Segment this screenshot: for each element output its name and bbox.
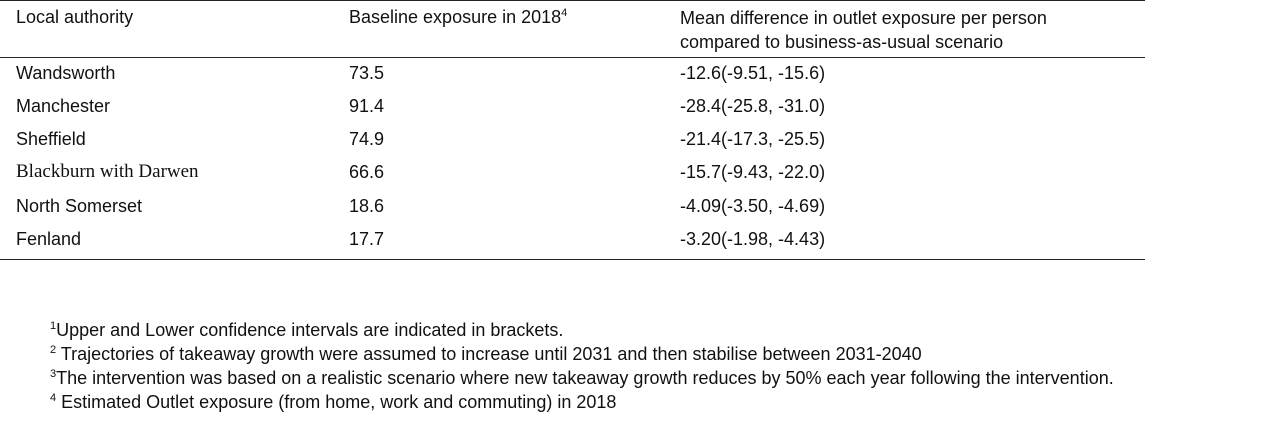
header-baseline-exposure: Baseline exposure in 20184	[349, 6, 567, 28]
footnote-4: 4 Estimated Outlet exposure (from home, …	[50, 390, 1275, 414]
row-north-somerset-difference: -4.09(-3.50, -4.69)	[680, 196, 826, 216]
row-blackburn-difference: -15.7(-9.43, -22.0)	[680, 162, 826, 182]
table-header-rule	[0, 57, 1145, 58]
footnote-1-mark: 1	[50, 320, 57, 332]
row-wandsworth-authority: Wandsworth	[16, 63, 116, 83]
footnote-1-text: Upper and Lower confidence intervals are…	[56, 320, 564, 340]
header-baseline-footnote-mark: 4	[561, 7, 568, 19]
footnote-2-mark: 2	[50, 344, 57, 356]
row-sheffield-baseline: 74.9	[349, 129, 385, 149]
header-local-authority: Local authority	[16, 7, 134, 27]
row-north-somerset-baseline: 18.6	[349, 196, 385, 216]
row-north-somerset-authority: North Somerset	[16, 196, 143, 216]
footnote-1: 1Upper and Lower confidence intervals ar…	[50, 318, 1275, 342]
footnote-3-text: The intervention was based on a realisti…	[56, 368, 1114, 388]
row-blackburn-authority: Blackburn with Darwen	[16, 161, 199, 182]
row-blackburn-baseline: 66.6	[349, 162, 385, 182]
row-manchester-baseline: 91.4	[349, 96, 385, 116]
table-bottom-rule	[0, 259, 1145, 260]
row-fenland-difference: -3.20(-1.98, -4.43)	[680, 229, 826, 249]
header-baseline-exposure-text: Baseline exposure in 2018	[349, 7, 562, 27]
row-fenland-authority: Fenland	[16, 229, 82, 249]
footnote-3-mark: 3	[50, 368, 57, 380]
row-manchester-authority: Manchester	[16, 96, 111, 116]
row-fenland-baseline: 17.7	[349, 229, 385, 249]
row-wandsworth-baseline: 73.5	[349, 63, 385, 83]
header-mean-difference: Mean difference in outlet exposure per p…	[680, 8, 1047, 52]
row-sheffield-difference: -21.4(-17.3, -25.5)	[680, 129, 826, 149]
footnote-4-mark: 4	[50, 392, 57, 404]
footnote-4-text: Estimated Outlet exposure (from home, wo…	[56, 392, 617, 412]
footnotes: 1Upper and Lower confidence intervals ar…	[50, 318, 1275, 414]
footnote-2: 2 Trajectories of takeaway growth were a…	[50, 342, 1275, 366]
footnote-3: 3The intervention was based on a realist…	[50, 366, 1275, 390]
row-manchester-difference: -28.4(-25.8, -31.0)	[680, 96, 826, 116]
table-top-rule	[0, 0, 1145, 1]
row-wandsworth-difference: -12.6(-9.51, -15.6)	[680, 63, 826, 83]
footnote-2-text: Trajectories of takeaway growth were ass…	[56, 344, 922, 364]
row-sheffield-authority: Sheffield	[16, 129, 86, 149]
